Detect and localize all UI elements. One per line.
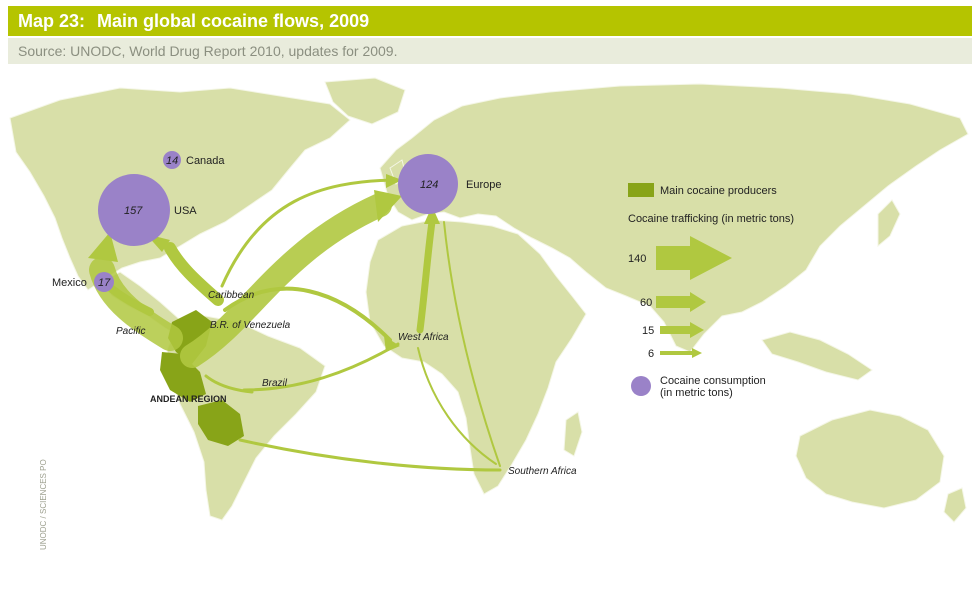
madagascar xyxy=(563,411,583,457)
flow-arrow-icon xyxy=(656,236,732,280)
new-zealand xyxy=(943,487,967,523)
flow-southernafrica-westafrica xyxy=(417,347,497,465)
flow-westafrica-europe xyxy=(416,218,436,334)
source-bar: Source: UNODC, World Drug Report 2010, u… xyxy=(8,38,972,64)
value-mexico: 17 xyxy=(98,277,111,289)
arrowhead-caribbean-europe xyxy=(386,174,402,188)
route-labels: Caribbean B.R. of Venezuela Pacific Braz… xyxy=(116,290,577,477)
value-canada: 14 xyxy=(166,155,178,167)
consumption-values: 157 14 17 124 xyxy=(98,155,438,289)
place-labels: Canada USA Mexico Europe xyxy=(52,155,501,289)
label-canada: Canada xyxy=(186,155,225,167)
arrowhead-usa xyxy=(88,232,118,262)
land-masses xyxy=(9,77,969,523)
label-west-africa: West Africa xyxy=(398,332,449,343)
africa xyxy=(365,219,587,495)
map-number: Map 23: xyxy=(18,10,86,31)
consumption-circle-mexico xyxy=(94,272,114,292)
label-caribbean: Caribbean xyxy=(208,290,255,301)
consumption-circle-canada xyxy=(163,151,181,169)
flow-brazil-westafrica xyxy=(242,342,400,392)
legend: Main cocaine producers Cocaine trafficki… xyxy=(628,183,794,399)
flow-arrow-icon xyxy=(656,292,706,312)
southeast-asia xyxy=(761,331,873,381)
eurasia xyxy=(379,83,969,353)
greenland xyxy=(324,77,406,125)
flow-andean-europe-main xyxy=(180,193,392,368)
arrowhead-westafrica-europe xyxy=(424,206,440,224)
flow-arrowheads xyxy=(88,174,440,352)
flow-caribbean-usa xyxy=(164,242,224,306)
arrowhead-westafrica xyxy=(384,336,400,352)
flow-andean-brazil xyxy=(204,374,254,394)
flow-southernafrica-europe xyxy=(443,221,501,467)
flow-venezuela-westafrica xyxy=(223,286,392,342)
label-brazil: Brazil xyxy=(262,378,288,389)
source-text: Source: UNODC, World Drug Report 2010, u… xyxy=(18,43,398,59)
value-usa: 157 xyxy=(124,205,143,217)
label-pacific: Pacific xyxy=(116,326,145,337)
label-usa: USA xyxy=(174,205,197,217)
arrowhead-europe-main xyxy=(374,190,402,222)
label-mexico: Mexico xyxy=(52,277,87,289)
label-andean-region: ANDEAN REGION xyxy=(150,394,227,404)
legend-value-6: 6 xyxy=(648,348,654,360)
map-title: Main global cocaine flows, 2009 xyxy=(97,10,370,31)
world-map: 157 14 17 124 Canada USA Mexico Europe C… xyxy=(9,77,969,550)
south-america xyxy=(166,315,326,521)
label-southern-africa: Southern Africa xyxy=(508,466,577,477)
consumption-circle-usa xyxy=(98,174,170,246)
north-america xyxy=(9,87,351,291)
value-europe: 124 xyxy=(420,179,438,191)
label-venezuela: B.R. of Venezuela xyxy=(210,320,291,331)
legend-producers: Main cocaine producers xyxy=(660,185,777,197)
legend-value-15: 15 xyxy=(642,325,654,337)
australia xyxy=(795,409,945,509)
japan xyxy=(877,199,901,248)
consumption-circles xyxy=(94,151,458,292)
legend-value-60: 60 xyxy=(640,297,652,309)
label-europe: Europe xyxy=(466,179,501,191)
legend-consumption-line1: Cocaine consumption xyxy=(660,375,766,387)
flow-arrow-icon xyxy=(660,322,704,338)
legend-value-140: 140 xyxy=(628,253,646,265)
consumption-circle-icon xyxy=(631,376,651,396)
flow-caribbean-europe xyxy=(220,178,394,288)
legend-consumption-line2: (in metric tons) xyxy=(660,387,733,399)
producer-swatch-icon xyxy=(628,183,654,197)
credit-text: UNODC / SCIENCES PO xyxy=(39,459,48,550)
consumption-circle-europe xyxy=(398,154,458,214)
flow-arrow-icon xyxy=(660,348,702,358)
legend-trafficking-title: Cocaine trafficking (in metric tons) xyxy=(628,213,794,225)
title-bar: Map 23: Main global cocaine flows, 2009 xyxy=(8,6,972,36)
flow-andean-southernafrica xyxy=(238,438,502,472)
